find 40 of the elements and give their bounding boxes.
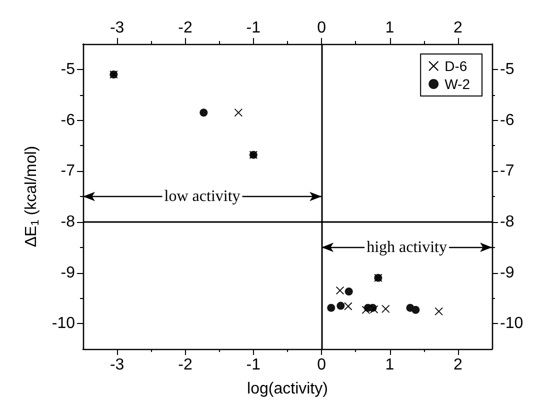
annotation: low activity — [164, 188, 240, 205]
y-tick-label: -9 — [60, 264, 76, 282]
y-tick-label: -8 — [60, 213, 76, 230]
point — [382, 304, 390, 313]
x-tick-label: 0 — [317, 356, 326, 374]
x-tick-label: -3 — [110, 356, 124, 374]
y2-tick-label: -9 — [500, 264, 514, 282]
x2-tick-label: 2 — [453, 20, 462, 36]
x2-tick-label: -2 — [178, 20, 192, 36]
x2-tick-label: 1 — [385, 20, 394, 36]
point — [327, 304, 336, 312]
x2-tick-label: -1 — [246, 20, 261, 36]
x2-tick-label: -3 — [110, 20, 124, 36]
y2-tick-label: -6 — [500, 112, 514, 129]
y-tick-label: -7 — [60, 162, 76, 180]
x-tick-label: 2 — [453, 356, 462, 374]
point — [336, 302, 345, 310]
y-tick-label: -5 — [60, 60, 76, 78]
point — [434, 307, 443, 316]
y-tick-label: -6 — [60, 112, 76, 129]
y2-tick-label: -5 — [500, 60, 514, 78]
point — [344, 302, 352, 310]
y2-tick-label: -7 — [500, 162, 514, 180]
x-tick-label: 1 — [385, 356, 394, 374]
point — [336, 286, 344, 295]
x-tick-label: -1 — [246, 356, 261, 374]
point — [344, 288, 353, 296]
annotation: high activity — [366, 238, 448, 256]
x-axis-title: log(activity) — [247, 380, 328, 398]
x-tick-label: -2 — [178, 356, 192, 374]
point — [200, 108, 208, 117]
y2-tick-label: -10 — [500, 315, 524, 332]
legend-label: W-2 — [444, 76, 470, 92]
point — [412, 306, 420, 314]
y-tick-label: -10 — [52, 315, 76, 332]
y2-tick-label: -8 — [500, 213, 514, 230]
x2-tick-label: 0 — [317, 20, 326, 36]
y-axis-title: ΔE1 (kcal/mol) — [22, 146, 42, 248]
point — [234, 108, 242, 117]
legend-label: D-6 — [444, 58, 468, 74]
